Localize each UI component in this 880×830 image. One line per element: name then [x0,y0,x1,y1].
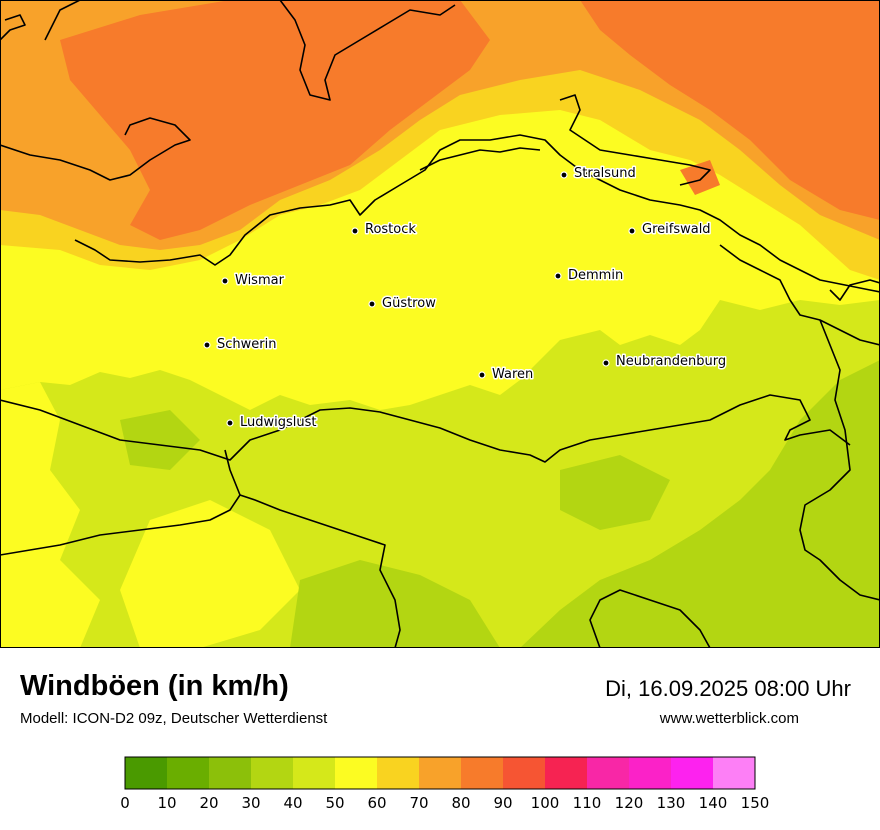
forecast-datetime: Di, 16.09.2025 08:00 Uhr [605,676,851,701]
city-demmin: Demmin [554,267,625,285]
svg-text:Waren: Waren [492,367,533,382]
legend-tick-label: 100 [531,794,560,812]
legend-tick-label: 70 [409,794,428,812]
wind-gust-map: Stralsund Rostock Greifswald Wismar Demm… [0,0,880,648]
wind-field-50-60-west [0,382,100,648]
legend-color-box [629,757,671,789]
city-markers: Stralsund Rostock Greifswald Wismar Demm… [203,165,728,432]
legend-color-box [587,757,629,789]
svg-text:Stralsund: Stralsund [574,166,636,181]
svg-text:Wismar: Wismar [235,273,285,288]
legend-color-box [377,757,419,789]
legend-tick-label: 60 [367,794,386,812]
legend-tick-label: 20 [199,794,218,812]
legend-tick-label: 10 [157,794,176,812]
wind-field-50-60-sw [120,500,300,648]
legend-frame [124,756,756,790]
legend-tick-label: 120 [615,794,644,812]
legend-tick-label: 80 [451,794,470,812]
svg-text:Greifswald: Greifswald [642,222,711,237]
city-guestrow: Güstrow [368,295,438,313]
legend-color-box [503,757,545,789]
legend-color-box [545,757,587,789]
coastlines-and-borders [0,0,880,648]
svg-text:Schwerin: Schwerin [217,337,276,352]
wind-field-80-90-patch [680,160,720,195]
svg-text:Demmin: Demmin [568,268,623,283]
legend-tick-labels: 0 10 20 30 40 50 60 70 80 90 100 110 120 130 140 150 [120,794,769,812]
legend-color-box [713,757,755,789]
legend-tick-label: 40 [283,794,302,812]
legend-color-box [335,757,377,789]
legend-tick-label: 0 [120,794,130,812]
city-ludwigslust: Ludwigslust [226,414,318,432]
legend-tick-label: 90 [493,794,512,812]
wind-field-30-40-east [520,360,880,648]
wind-field-80-90-east [580,0,880,220]
legend-color-box [293,757,335,789]
legend-color-box [419,757,461,789]
legend-color-box [167,757,209,789]
city-waren: Waren [478,366,535,384]
model-subtitle: Modell: ICON-D2 09z, Deutscher Wetterdie… [20,710,328,727]
city-greifswald: Greifswald [628,221,712,239]
city-schwerin: Schwerin [203,336,278,354]
svg-text:Güstrow: Güstrow [382,296,436,311]
map-title: Windböen (in km/h) [20,670,289,702]
legend-color-box [125,757,167,789]
wind-field-30-40-patch [120,410,200,470]
city-rostock: Rostock [351,221,418,239]
website-link[interactable]: www.wetterblick.com [659,710,799,727]
svg-text:Ludwigslust: Ludwigslust [240,415,317,430]
legend-tick-label: 130 [657,794,686,812]
legend-color-box [251,757,293,789]
city-stralsund: Stralsund [560,165,637,183]
legend-tick-label: 30 [241,794,260,812]
svg-text:Neubrandenburg: Neubrandenburg [616,354,726,369]
color-legend: 0 10 20 30 40 50 60 70 80 90 100 110 120 130 140 150 [120,756,769,812]
svg-text:Rostock: Rostock [365,222,416,237]
legend-color-box [461,757,503,789]
wind-field-30-40-central [560,455,670,530]
legend-color-box [209,757,251,789]
city-neubrandenburg: Neubrandenburg [602,353,728,371]
legend-tick-label: 110 [573,794,602,812]
wind-field-80-90-west [60,0,490,240]
legend-tick-label: 140 [699,794,728,812]
legend-tick-label: 50 [325,794,344,812]
city-wismar: Wismar [221,272,286,290]
legend-color-boxes [124,756,756,790]
legend-tick-label: 150 [741,794,770,812]
legend-color-box [671,757,713,789]
